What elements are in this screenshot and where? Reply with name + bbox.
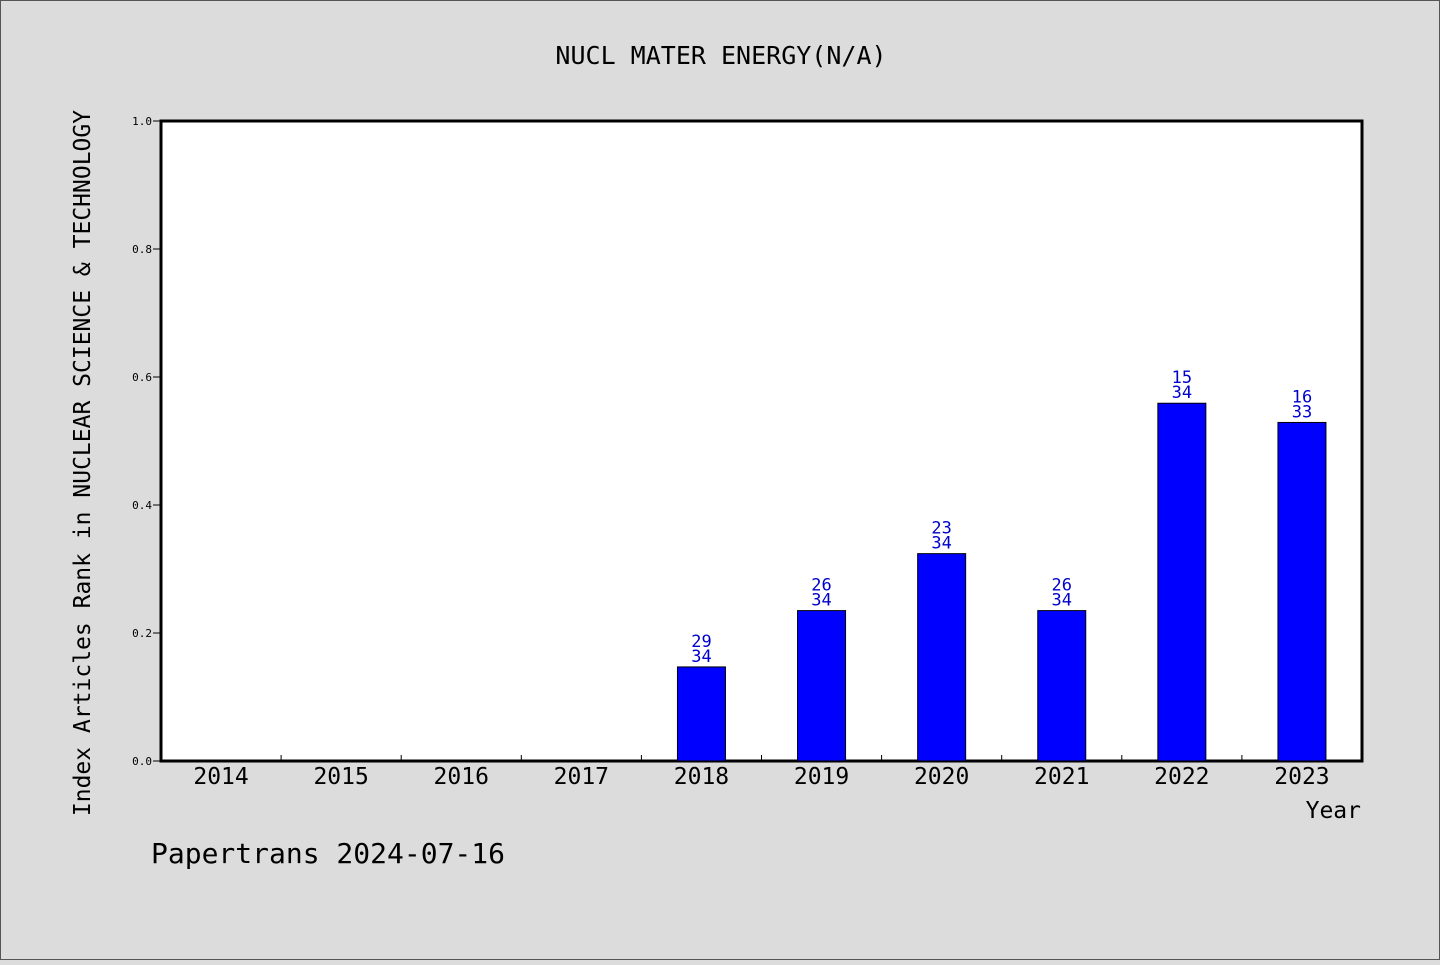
bar-label-rank: 16 (1292, 387, 1312, 407)
y-tick-label: 0.4 (132, 499, 152, 512)
y-axis: 0.0 0.2 0.4 0.6 0.8 1.0 (132, 115, 161, 768)
bar-label-total: 34 (691, 647, 711, 667)
bar-label-rank: 23 (931, 519, 951, 539)
bar-label-total: 34 (1052, 591, 1072, 611)
bar-label-rank: 29 (691, 632, 711, 652)
bar (1037, 610, 1087, 762)
bars (676, 402, 1327, 762)
bar-label-total: 33 (1292, 402, 1312, 422)
x-tick-label: 2018 (674, 764, 729, 790)
bar (917, 553, 967, 762)
y-tick-label: 0.2 (132, 627, 152, 640)
bar (1277, 421, 1327, 762)
y-tick-label: 0.0 (132, 755, 152, 768)
x-tick-label: 2023 (1274, 764, 1329, 790)
x-tick-label: 2015 (313, 764, 368, 790)
bar (797, 610, 847, 762)
x-tick-label: 2016 (434, 764, 489, 790)
x-tick-label: 2021 (1034, 764, 1089, 790)
bar-label-total: 34 (931, 534, 951, 554)
x-tick-label: 2014 (193, 764, 248, 790)
y-axis-label: Index Articles Rank in NUCLEAR SCIENCE &… (70, 110, 96, 816)
x-tick-label: 2020 (914, 764, 969, 790)
bar-label-rank: 26 (811, 576, 831, 596)
y-tick-label: 1.0 (132, 115, 152, 128)
x-axis-label: Year (1306, 798, 1361, 824)
footer-text: Papertrans 2024-07-16 (151, 837, 505, 870)
y-tick-label: 0.8 (132, 243, 152, 256)
bar-label-total: 34 (1172, 383, 1192, 403)
x-tick-label: 2022 (1154, 764, 1209, 790)
x-tick-label: 2019 (794, 764, 849, 790)
x-axis: 2014 2015 2016 2017 2018 2019 2020 2021 2022 2023 (193, 755, 1330, 790)
bar-label-rank: 26 (1052, 576, 1072, 596)
x-tick-label: 2017 (554, 764, 609, 790)
bar (676, 666, 726, 762)
bar-label-total: 34 (811, 591, 831, 611)
chart-title: NUCL MATER ENERGY(N/A) (555, 41, 886, 70)
bar (1157, 402, 1207, 762)
bar-label-rank: 15 (1172, 368, 1192, 388)
y-tick-label: 0.6 (132, 371, 152, 384)
